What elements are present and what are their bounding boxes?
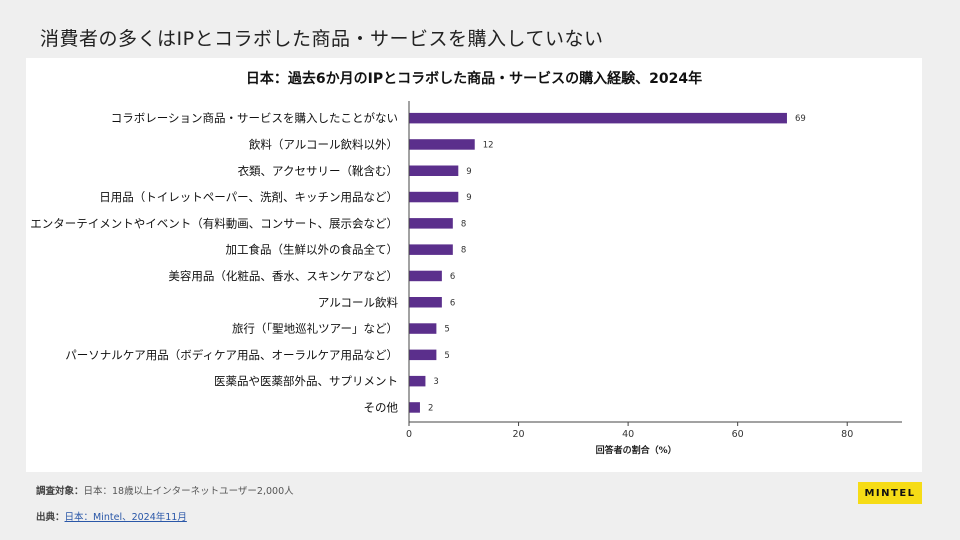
data-label: 2 (428, 403, 433, 413)
category-label: 衣類、アクセサリー（靴含む） (238, 164, 398, 178)
bar (409, 297, 442, 308)
category-label: アルコール飲料 (318, 295, 399, 309)
survey-base-text: 日本：18歳以上インターネットユーザー2,000人 (83, 486, 294, 497)
data-label: 69 (795, 114, 806, 124)
data-label: 8 (461, 246, 466, 256)
data-label: 5 (444, 325, 449, 335)
x-tick-label: 40 (622, 429, 634, 440)
page-headline: 消費者の多くはIPとコラボした商品・サービスを購入していない (40, 28, 604, 50)
data-label: 5 (444, 351, 449, 361)
survey-base-label: 調査対象： (36, 486, 84, 497)
x-axis-title: 回答者の割合（%） (596, 444, 677, 456)
bar (409, 191, 459, 203)
category-label: 医薬品や医薬部外品、サプリメント (214, 374, 398, 388)
category-label: その他 (364, 400, 399, 414)
category-label: エンターテイメントやイベント（有料動画、コンサート、展示会など） (30, 216, 398, 230)
mintel-logo: MINTEL (858, 482, 922, 504)
x-tick-label: 80 (841, 429, 853, 440)
bar (409, 165, 459, 176)
source-link[interactable]: 日本：Mintel、2024年11月 (64, 512, 187, 523)
source-note: 出典：日本：Mintel、2024年11月 (36, 509, 187, 523)
source-label: 出典： (36, 512, 65, 523)
data-label: 3 (433, 377, 438, 387)
category-label: コラボレーション商品・サービスを購入したことがない (111, 111, 398, 125)
x-tick-label: 20 (513, 429, 525, 440)
chart-title: 日本：過去6か月のIPとコラボした商品・サービスの購入経験、2024年 (245, 71, 703, 87)
chart-panel: 日本：過去6か月のIPとコラボした商品・サービスの購入経験、2024年 コラボレ… (26, 58, 922, 472)
bar (409, 375, 426, 387)
data-label: 6 (450, 272, 455, 282)
data-label: 9 (466, 193, 471, 203)
category-label: 日用品（トイレットペーパー、洗剤、キッチン用品など） (99, 190, 398, 204)
survey-base-note: 調査対象：日本：18歳以上インターネットユーザー2,000人 (36, 483, 294, 497)
data-label: 8 (461, 219, 466, 229)
bar (409, 112, 787, 124)
category-label: 加工食品（生鮮以外の食品全て） (226, 243, 399, 257)
x-tick-label: 60 (732, 429, 744, 440)
bar (409, 270, 442, 282)
data-label: 6 (450, 298, 455, 308)
bar-chart: コラボレーション商品・サービスを購入したことがない 69飲料（アルコール飲料以外）… (30, 101, 902, 456)
bar (409, 218, 453, 229)
bar (409, 323, 437, 334)
data-label: 9 (466, 167, 471, 177)
category-label: 飲料（アルコール飲料以外） (249, 137, 398, 151)
bar (409, 244, 453, 255)
bar (409, 402, 420, 413)
x-tick-label: 0 (406, 429, 412, 440)
category-label: 美容用品（化粧品、香水、スキンケアなど） (168, 269, 398, 283)
category-label: 旅行（「聖地巡礼ツアー」など） (232, 322, 398, 336)
data-label: 12 (483, 140, 494, 150)
bar (409, 139, 475, 150)
bar (409, 349, 437, 361)
category-label: パーソナルケア用品（ボディケア用品、オーラルケア用品など） (65, 348, 398, 362)
